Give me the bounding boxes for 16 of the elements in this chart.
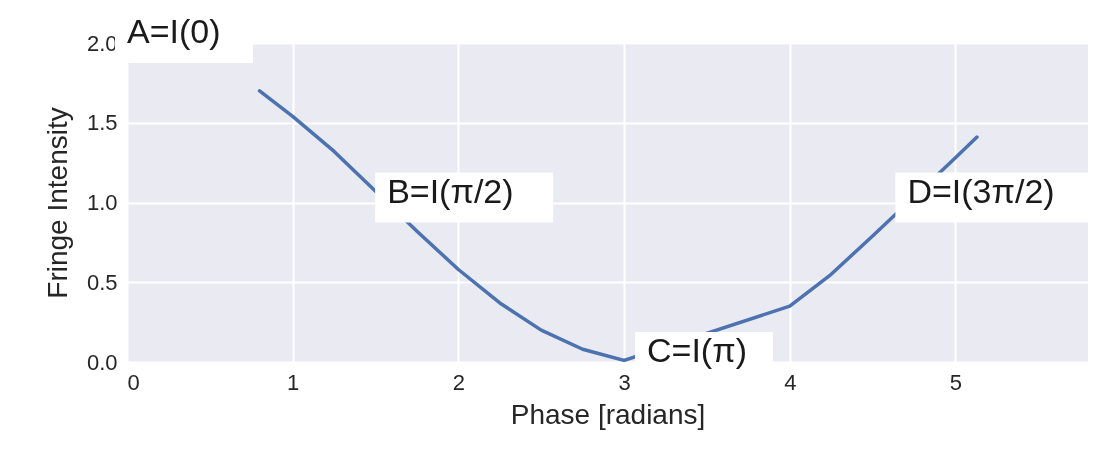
annotation: A=I(0) (127, 12, 221, 50)
y-tick-label: 0.0 (86, 349, 118, 375)
x-tick-label: 0 (127, 369, 140, 395)
annotation: C=I(π) (647, 331, 747, 369)
x-tick-label: 1 (287, 369, 300, 395)
x-tick-label: 3 (618, 369, 631, 395)
x-axis-title: Phase [radians] (510, 398, 706, 430)
x-tick-label: 5 (949, 369, 963, 395)
annotation: D=I(3π/2) (907, 171, 1055, 210)
x-tick-label: 4 (784, 369, 797, 395)
x-tick-label: 2 (452, 369, 465, 395)
annotation: B=I(π/2) (387, 171, 514, 210)
y-tick-label: 0.5 (86, 269, 118, 295)
y-tick-label: 1.0 (86, 190, 118, 215)
y-axis-title: Fringe Intensity (41, 107, 73, 299)
y-tick-label: 1.5 (86, 110, 118, 136)
